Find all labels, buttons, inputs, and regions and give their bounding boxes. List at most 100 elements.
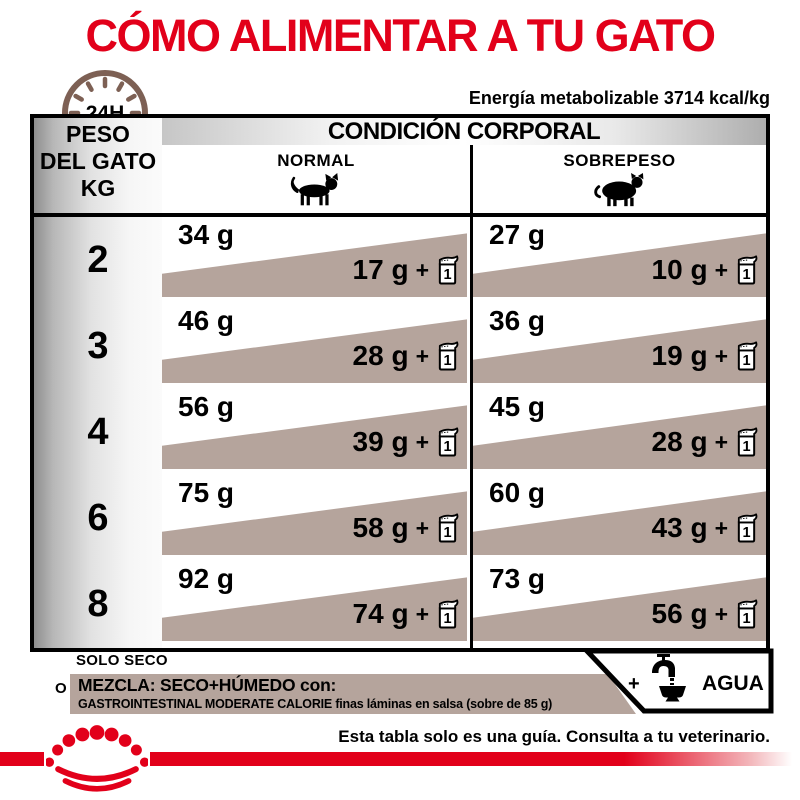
overweight-cell: 36 g 19 g +1 xyxy=(473,303,766,389)
wet-pouch-icon: 1 xyxy=(737,254,758,285)
plus-sign: + xyxy=(714,514,728,541)
dry-amount: 27 g xyxy=(489,219,546,250)
water-plus-sign: + xyxy=(628,673,640,695)
table-row: 75 g 58 g +1 60 g 43 g +1 xyxy=(162,475,766,561)
plus-sign: + xyxy=(415,342,429,369)
logo-gap xyxy=(44,750,150,768)
overweight-cell: 60 g 43 g +1 xyxy=(473,475,766,561)
page-title: CÓMO ALIMENTAR A TU GATO xyxy=(85,10,716,61)
normal-label: NORMAL xyxy=(277,151,355,170)
normal-cat-icon xyxy=(290,173,339,206)
plus-sign: + xyxy=(714,342,728,369)
pouch-count: 1 xyxy=(742,266,750,282)
plus-sign: + xyxy=(714,428,728,455)
header-divider xyxy=(34,213,766,217)
overweight-label: SOBREPESO xyxy=(563,151,676,170)
wet-pouch-icon: 1 xyxy=(737,598,758,629)
dry-only-label: SOLO SECO xyxy=(76,652,168,669)
mix-amount: 10 g xyxy=(651,254,708,285)
water-faucet-icon xyxy=(652,654,686,702)
normal-cell: 46 g 28 g +1 xyxy=(162,303,467,389)
dry-amount: 36 g xyxy=(489,305,546,336)
mix-amount: 58 g xyxy=(352,512,409,543)
mix-amount: 74 g xyxy=(352,598,409,629)
dry-amount: 34 g xyxy=(178,219,235,250)
pouch-count: 1 xyxy=(443,524,451,540)
mix-amount: 17 g xyxy=(352,254,409,285)
pouch-count: 1 xyxy=(443,266,451,282)
mix-title: MEZCLA: SECO+HÚMEDO con: xyxy=(78,675,337,695)
plus-sign: + xyxy=(415,514,429,541)
column-divider xyxy=(470,145,473,648)
dry-amount: 45 g xyxy=(489,391,546,422)
royal-canin-crown-logo xyxy=(46,725,148,792)
wet-pouch-icon: 1 xyxy=(737,426,758,457)
condition-header-band xyxy=(162,118,766,145)
weight-value: 8 xyxy=(87,583,109,625)
normal-cell: 34 g 17 g +1 xyxy=(162,217,467,303)
condition-header: CONDICIÓN CORPORAL xyxy=(327,118,601,145)
dry-amount: 46 g xyxy=(178,305,235,336)
weight-column-background xyxy=(34,118,162,648)
overweight-cell: 45 g 28 g +1 xyxy=(473,389,766,475)
weight-value: 2 xyxy=(87,239,109,281)
dry-amount: 60 g xyxy=(489,477,546,508)
or-label: O xyxy=(55,680,67,697)
mix-amount: 19 g xyxy=(651,340,708,371)
mix-amount: 28 g xyxy=(651,426,708,457)
water-label: AGUA xyxy=(702,672,764,695)
plus-sign: + xyxy=(415,256,429,283)
wet-pouch-icon: 1 xyxy=(438,254,459,285)
weight-value: 3 xyxy=(87,325,109,367)
pouch-count: 1 xyxy=(443,438,451,454)
overweight-column-header: SOBREPESO xyxy=(473,145,766,213)
plus-sign: + xyxy=(714,600,728,627)
table-row: 46 g 28 g +1 36 g 19 g +1 xyxy=(162,303,766,389)
dry-amount: 92 g xyxy=(178,563,235,594)
brand-bar xyxy=(0,752,800,766)
mix-amount: 56 g xyxy=(651,598,708,629)
dry-amount: 56 g xyxy=(178,391,235,422)
overweight-cat-icon xyxy=(593,173,643,207)
plus-sign: + xyxy=(415,600,429,627)
table-row: 34 g 17 g +1 27 g 10 g +1 xyxy=(162,217,766,303)
mix-box: MEZCLA: SECO+HÚMEDO con: GASTROINTESTINA… xyxy=(70,674,636,714)
overweight-cell: 27 g 10 g +1 xyxy=(473,217,766,303)
normal-cell: 56 g 39 g +1 xyxy=(162,389,467,475)
plus-sign: + xyxy=(714,256,728,283)
pouch-count: 1 xyxy=(443,610,451,626)
mix-amount: 28 g xyxy=(352,340,409,371)
weight-value: 6 xyxy=(87,497,109,539)
normal-column-header: NORMAL xyxy=(162,145,470,213)
pouch-count: 1 xyxy=(742,438,750,454)
pouch-count: 1 xyxy=(742,610,750,626)
wet-pouch-icon: 1 xyxy=(737,512,758,543)
feeding-table: PESO DEL GATO KG CONDICIÓN CORPORAL NORM… xyxy=(30,114,770,652)
wet-pouch-icon: 1 xyxy=(438,598,459,629)
weight-value: 4 xyxy=(87,411,109,453)
wet-pouch-icon: 1 xyxy=(438,512,459,543)
wet-pouch-icon: 1 xyxy=(438,340,459,371)
dry-amount: 73 g xyxy=(489,563,546,594)
wet-pouch-icon: 1 xyxy=(438,426,459,457)
weight-column-header: PESO DEL GATO KG xyxy=(39,121,157,201)
wet-pouch-icon: 1 xyxy=(737,340,758,371)
water-badge: + AGUA xyxy=(584,648,774,714)
normal-cell: 75 g 58 g +1 xyxy=(162,475,467,561)
dry-amount: 75 g xyxy=(178,477,235,508)
24h-clock-icon: 24H xyxy=(58,66,152,118)
mix-amount: 39 g xyxy=(352,426,409,457)
mix-detail: GASTROINTESTINAL MODERATE CALORIE finas … xyxy=(78,697,553,711)
plus-sign: + xyxy=(415,428,429,455)
pouch-count: 1 xyxy=(443,352,451,368)
overweight-cell: 73 g 56 g +1 xyxy=(473,561,766,647)
normal-cell: 92 g 74 g +1 xyxy=(162,561,467,647)
metabolizable-energy: Energía metabolizable 3714 kcal/kg xyxy=(468,88,770,108)
table-row: 56 g 39 g +1 45 g 28 g +1 xyxy=(162,389,766,475)
table-row: 92 g 74 g +1 73 g 56 g +1 xyxy=(162,561,766,647)
mix-amount: 43 g xyxy=(651,512,708,543)
pouch-count: 1 xyxy=(742,352,750,368)
vet-note: Esta tabla solo es una guía. Consulta a … xyxy=(338,727,770,746)
pouch-count: 1 xyxy=(742,524,750,540)
